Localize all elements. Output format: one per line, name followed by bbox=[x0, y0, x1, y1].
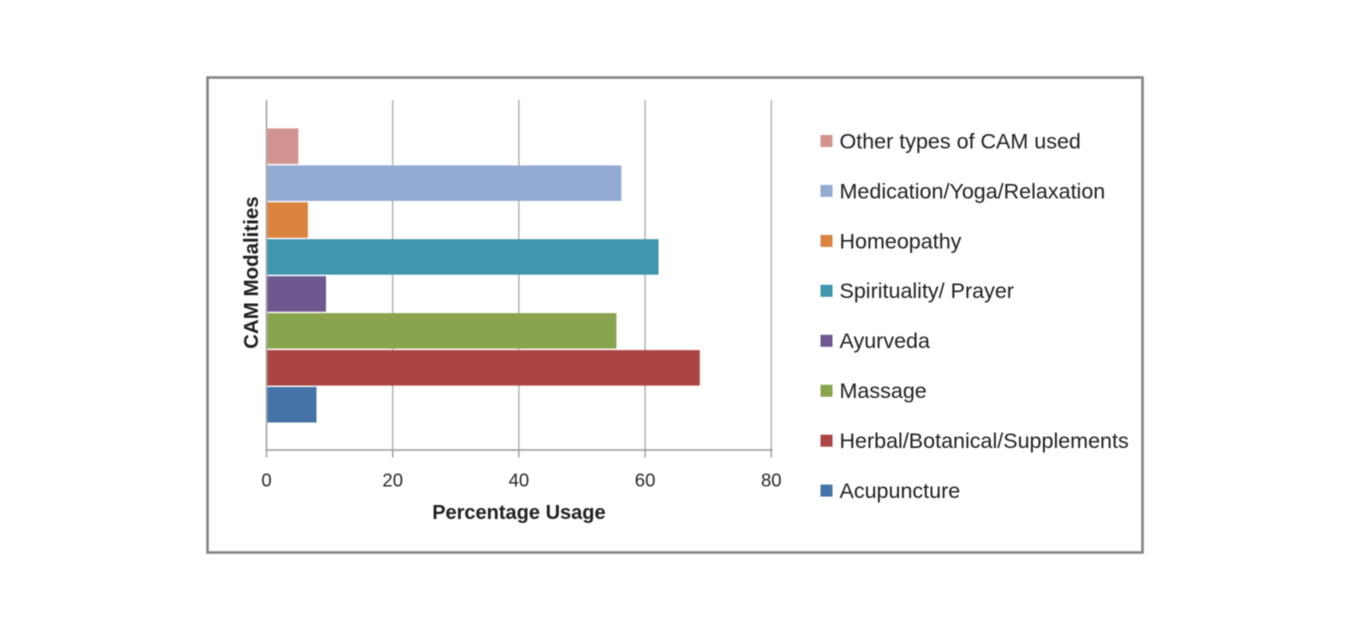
svg-text:Ayurveda: Ayurveda bbox=[840, 329, 930, 353]
svg-text:60: 60 bbox=[635, 470, 656, 491]
svg-text:80: 80 bbox=[761, 470, 782, 491]
svg-text:0: 0 bbox=[261, 470, 271, 491]
svg-text:Massage: Massage bbox=[840, 379, 927, 403]
svg-text:Other types of CAM used: Other types of CAM used bbox=[840, 129, 1081, 153]
svg-text:Medication/Yoga/Relaxation: Medication/Yoga/Relaxation bbox=[840, 179, 1106, 203]
svg-text:20: 20 bbox=[382, 470, 403, 491]
svg-text:40: 40 bbox=[509, 470, 530, 491]
svg-text:CAM Modalities: CAM Modalities bbox=[240, 196, 263, 349]
svg-text:Acupuncture: Acupuncture bbox=[840, 479, 961, 503]
svg-text:Herbal/Botanical/Supplements: Herbal/Botanical/Supplements bbox=[840, 429, 1129, 453]
svg-text:Homeopathy: Homeopathy bbox=[840, 229, 962, 253]
svg-text:Percentage Usage: Percentage Usage bbox=[432, 502, 605, 524]
svg-text:Spirituality/ Prayer: Spirituality/ Prayer bbox=[840, 279, 1014, 303]
